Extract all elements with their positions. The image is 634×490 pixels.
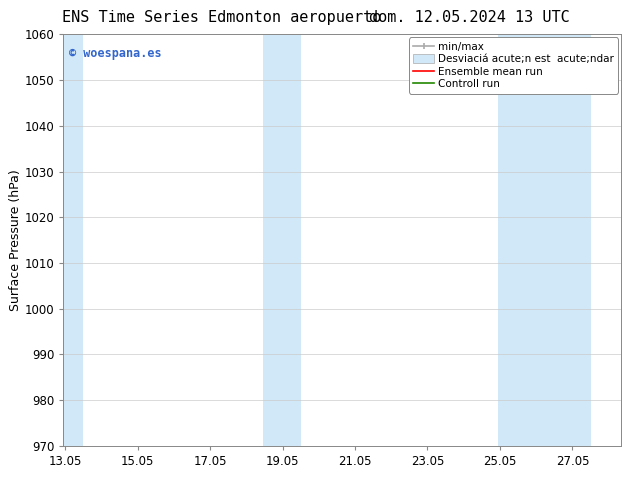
Legend: min/max, Desviaciá acute;n est  acute;ndar, Ensemble mean run, Controll run: min/max, Desviaciá acute;n est acute;nda… <box>409 37 618 94</box>
Text: dom. 12.05.2024 13 UTC: dom. 12.05.2024 13 UTC <box>369 10 569 25</box>
Bar <box>63 34 83 446</box>
Y-axis label: Surface Pressure (hPa): Surface Pressure (hPa) <box>9 169 22 311</box>
Text: © woespana.es: © woespana.es <box>69 47 162 60</box>
Bar <box>262 34 301 446</box>
Text: ENS Time Series Edmonton aeropuerto: ENS Time Series Edmonton aeropuerto <box>62 10 382 25</box>
Bar <box>498 34 590 446</box>
